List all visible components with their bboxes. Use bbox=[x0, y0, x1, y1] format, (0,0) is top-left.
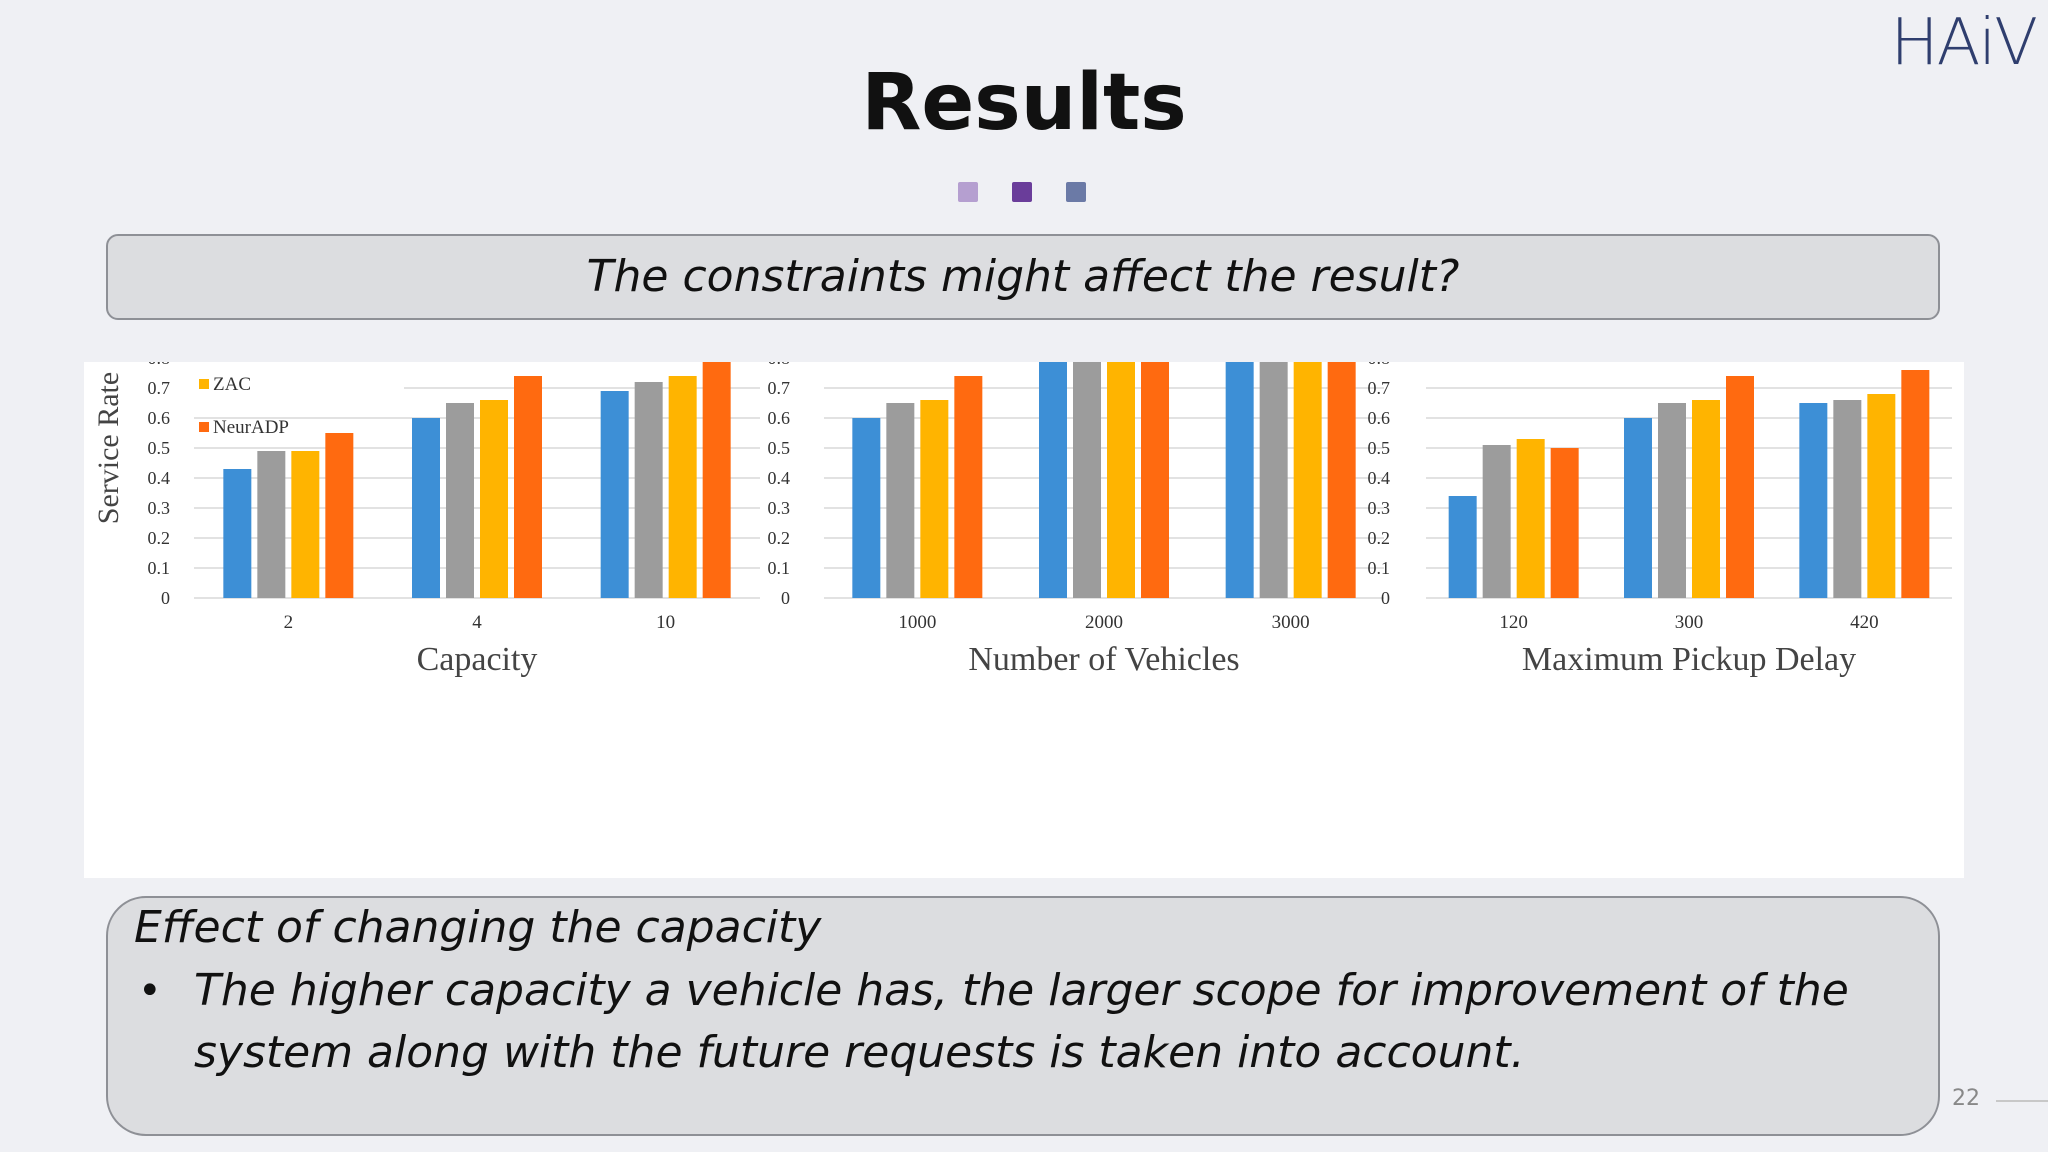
bar bbox=[886, 403, 915, 598]
bar bbox=[1901, 370, 1930, 598]
x-tick-label: 2000 bbox=[1085, 612, 1123, 633]
y-tick-label: 0.4 bbox=[768, 468, 791, 488]
y-tick-label: 0.7 bbox=[1368, 378, 1391, 398]
x-axis-label: Capacity bbox=[417, 641, 538, 678]
bar bbox=[1624, 418, 1652, 598]
legend-label: ZAC bbox=[213, 374, 251, 395]
y-tick-label: 0.6 bbox=[1368, 408, 1391, 428]
y-tick-label: 0.6 bbox=[768, 408, 791, 428]
bar bbox=[1259, 362, 1288, 598]
y-tick-label: 0.8 bbox=[1368, 362, 1391, 368]
y-tick-label: 0.1 bbox=[148, 558, 171, 578]
x-axis-label: Maximum Pickup Delay bbox=[1522, 641, 1856, 678]
bar bbox=[223, 469, 252, 598]
bar bbox=[325, 433, 354, 598]
bar bbox=[634, 382, 663, 598]
y-axis-label: Service Rate bbox=[92, 372, 125, 524]
note-heading: Effect of changing the capacity bbox=[134, 902, 822, 953]
bar bbox=[1550, 448, 1579, 598]
y-tick-label: 0.1 bbox=[1368, 558, 1391, 578]
y-tick-label: 0 bbox=[161, 588, 170, 608]
bar bbox=[1073, 362, 1101, 598]
y-tick-label: 0.8 bbox=[768, 362, 791, 368]
bar bbox=[291, 451, 320, 598]
y-tick-label: 0.2 bbox=[1368, 528, 1391, 548]
y-tick-label: 0.3 bbox=[1368, 498, 1391, 518]
y-tick-label: 0.5 bbox=[1368, 438, 1391, 458]
bar bbox=[1141, 362, 1169, 598]
dot-3 bbox=[1066, 182, 1086, 202]
bar bbox=[1293, 362, 1322, 598]
bar bbox=[480, 400, 508, 598]
bar bbox=[1107, 362, 1135, 598]
bullet-text: The higher capacity a vehicle has, the l… bbox=[194, 965, 1849, 1078]
x-tick-label: 3000 bbox=[1272, 612, 1310, 633]
y-tick-label: 0.4 bbox=[1368, 468, 1391, 488]
note-box: Effect of changing the capacity • The hi… bbox=[106, 896, 1940, 1136]
bar-charts: 00.10.20.30.40.50.60.70.80.912410Capacit… bbox=[92, 362, 1952, 678]
y-tick-label: 0.5 bbox=[768, 438, 791, 458]
y-tick-label: 0.3 bbox=[768, 498, 791, 518]
bar bbox=[702, 362, 731, 598]
haiv-logo: HAiV bbox=[1890, 6, 2038, 80]
y-tick-label: 0.8 bbox=[148, 362, 171, 368]
question-box: The constraints might affect the result? bbox=[106, 234, 1940, 320]
bar bbox=[852, 418, 881, 598]
y-tick-label: 0.4 bbox=[148, 468, 171, 488]
x-tick-label: 420 bbox=[1850, 612, 1879, 633]
bullet-mark: • bbox=[138, 968, 162, 1014]
legend-swatch bbox=[199, 379, 209, 389]
legend-swatch bbox=[199, 422, 209, 432]
y-tick-label: 0.5 bbox=[148, 438, 171, 458]
y-tick-label: 0.3 bbox=[148, 498, 171, 518]
bar bbox=[954, 376, 983, 598]
bar bbox=[257, 451, 286, 598]
y-tick-label: 0.6 bbox=[148, 408, 171, 428]
bar bbox=[1867, 394, 1896, 598]
bar bbox=[514, 376, 542, 598]
bar bbox=[1692, 400, 1720, 598]
y-tick-label: 0 bbox=[1381, 588, 1390, 608]
bar bbox=[1327, 362, 1356, 598]
slide-title: Results bbox=[861, 58, 1187, 148]
legend-label: NeurADP bbox=[213, 417, 289, 438]
bar bbox=[1448, 496, 1477, 598]
bar bbox=[1799, 403, 1828, 598]
x-tick-label: 300 bbox=[1675, 612, 1704, 633]
y-tick-label: 0.1 bbox=[768, 558, 791, 578]
bar bbox=[1039, 362, 1067, 598]
bar bbox=[1726, 376, 1754, 598]
x-tick-label: 10 bbox=[656, 612, 675, 633]
decorative-dots bbox=[958, 182, 1086, 202]
bar bbox=[1833, 400, 1862, 598]
bar bbox=[1482, 445, 1511, 598]
bar bbox=[1225, 362, 1254, 598]
y-tick-label: 0.7 bbox=[768, 378, 791, 398]
chart-panel: 00.10.20.30.40.50.60.70.80.912410Capacit… bbox=[84, 362, 1964, 878]
y-tick-label: 0 bbox=[781, 588, 790, 608]
bar bbox=[668, 376, 697, 598]
bar bbox=[1516, 439, 1545, 598]
bar bbox=[412, 418, 440, 598]
x-tick-label: 1000 bbox=[898, 612, 936, 633]
bar bbox=[1658, 403, 1686, 598]
y-tick-label: 0.2 bbox=[768, 528, 791, 548]
x-tick-label: 2 bbox=[284, 612, 294, 633]
x-tick-label: 4 bbox=[472, 612, 482, 633]
bar bbox=[446, 403, 474, 598]
x-tick-label: 120 bbox=[1499, 612, 1528, 633]
bar bbox=[920, 400, 949, 598]
y-tick-label: 0.7 bbox=[148, 378, 171, 398]
page-number-line bbox=[1996, 1100, 2048, 1102]
x-axis-label: Number of Vehicles bbox=[968, 641, 1239, 678]
bar bbox=[600, 391, 629, 598]
dot-1 bbox=[958, 182, 978, 202]
dot-2 bbox=[1012, 182, 1032, 202]
page-number: 22 bbox=[1952, 1086, 1980, 1111]
y-tick-label: 0.2 bbox=[148, 528, 171, 548]
